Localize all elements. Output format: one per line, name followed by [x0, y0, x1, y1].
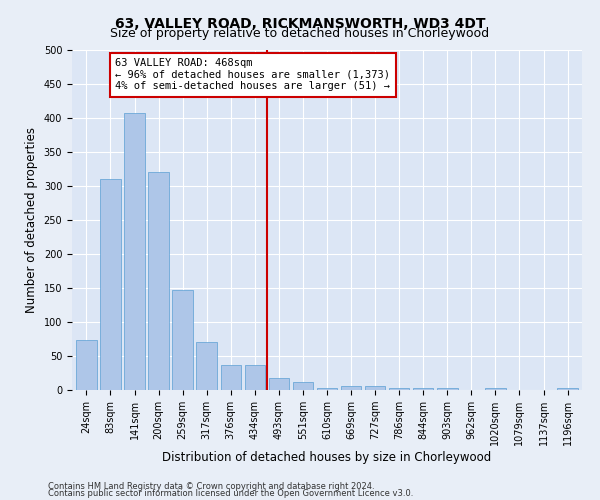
X-axis label: Distribution of detached houses by size in Chorleywood: Distribution of detached houses by size …	[163, 450, 491, 464]
Bar	[124, 113, 145, 390]
Bar	[413, 388, 433, 390]
Bar	[196, 342, 217, 390]
Bar	[100, 179, 121, 390]
Y-axis label: Number of detached properties: Number of detached properties	[25, 127, 38, 313]
Text: 63 VALLEY ROAD: 468sqm
← 96% of detached houses are smaller (1,373)
4% of semi-d: 63 VALLEY ROAD: 468sqm ← 96% of detached…	[115, 58, 391, 92]
Bar	[76, 340, 97, 390]
Bar	[485, 388, 506, 390]
Bar	[365, 386, 385, 390]
Bar	[148, 172, 169, 390]
Text: Contains public sector information licensed under the Open Government Licence v3: Contains public sector information licen…	[48, 489, 413, 498]
Bar	[245, 365, 265, 390]
Bar	[221, 365, 241, 390]
Text: Contains HM Land Registry data © Crown copyright and database right 2024.: Contains HM Land Registry data © Crown c…	[48, 482, 374, 491]
Text: Size of property relative to detached houses in Chorleywood: Size of property relative to detached ho…	[110, 28, 490, 40]
Bar	[341, 386, 361, 390]
Bar	[557, 388, 578, 390]
Bar	[437, 388, 458, 390]
Bar	[317, 388, 337, 390]
Text: 63, VALLEY ROAD, RICKMANSWORTH, WD3 4DT: 63, VALLEY ROAD, RICKMANSWORTH, WD3 4DT	[115, 18, 485, 32]
Bar	[389, 388, 409, 390]
Bar	[269, 378, 289, 390]
Bar	[172, 290, 193, 390]
Bar	[293, 382, 313, 390]
